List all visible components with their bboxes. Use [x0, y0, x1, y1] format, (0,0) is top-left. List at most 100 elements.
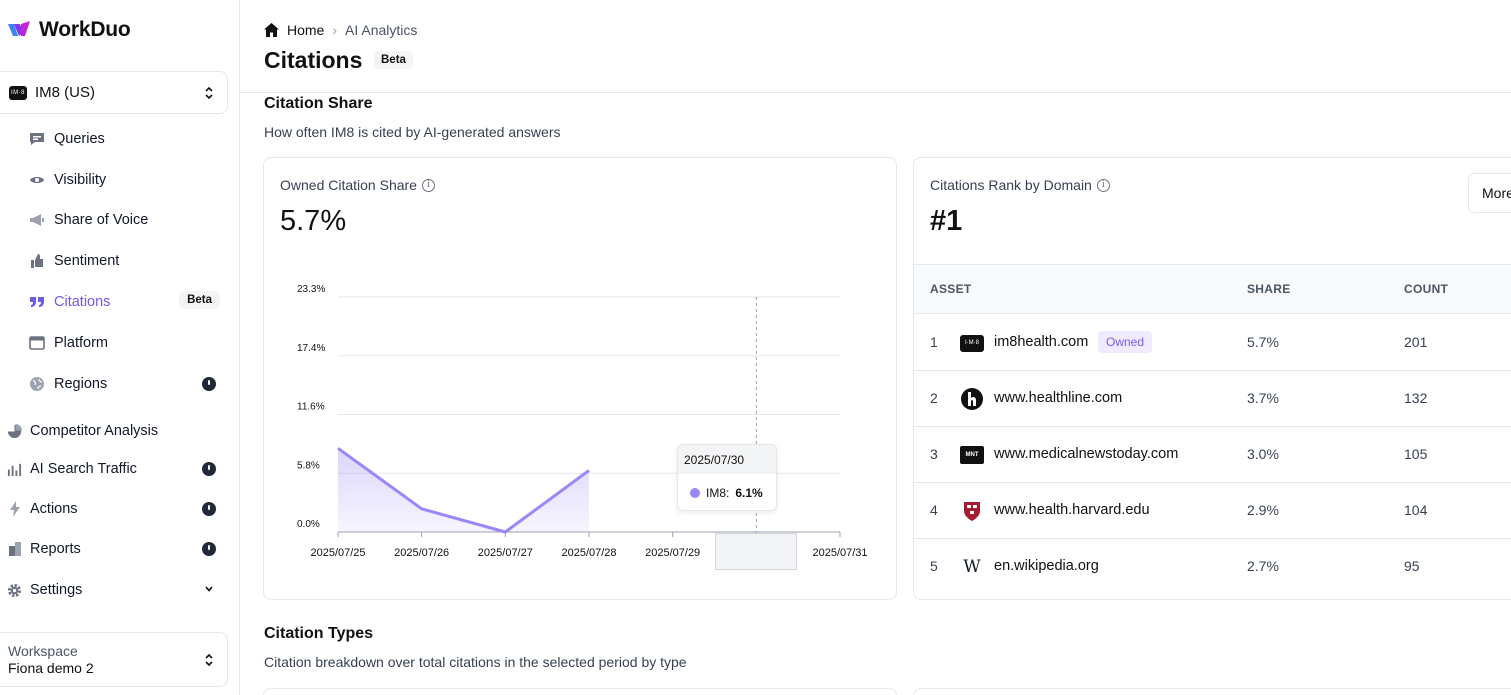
sidebar-item-label: Sentiment — [54, 253, 120, 269]
breadcrumb: Home › AI Analytics — [264, 22, 417, 38]
row-count: 104 — [1404, 502, 1428, 518]
citation-types-card-left — [263, 688, 897, 695]
sidebar-item-sentiment[interactable]: Sentiment — [28, 246, 220, 276]
clock-icon — [202, 462, 216, 476]
harvard-shield-icon — [960, 499, 984, 523]
sidebar-item-queries[interactable]: Queries — [28, 124, 220, 154]
sidebar-item-platform[interactable]: Platform — [28, 328, 220, 358]
im8-logo-icon: I·M·8 — [960, 331, 984, 355]
x-tick-label: 2025/07/31 — [812, 547, 867, 559]
y-tick-label: 23.3% — [297, 284, 325, 295]
row-count: 95 — [1404, 558, 1420, 574]
clock-icon — [202, 502, 216, 516]
workspace-selector[interactable]: Workspace Fiona demo 2 — [0, 632, 228, 687]
breadcrumb-home[interactable]: Home — [287, 22, 325, 38]
chat-bubble-icon — [28, 130, 46, 148]
sidebar-item-share-of-voice[interactable]: Share of Voice — [28, 205, 220, 235]
card-label: Citations Rank by Domain i — [930, 177, 1110, 193]
row-share: 2.7% — [1247, 558, 1279, 574]
sidebar-item-competitor-analysis[interactable]: Competitor Analysis — [6, 416, 220, 446]
row-domain[interactable]: www.healthline.com — [994, 390, 1123, 406]
owned-citation-share-card: Owned Citation Share i 5.7% 0.0% 5.8% 11.6… — [263, 157, 897, 600]
brand-name: WorkDuo — [39, 18, 131, 41]
sidebar-item-label: Settings — [30, 582, 83, 598]
chevron-down-icon — [205, 586, 213, 592]
row-rank: 1 — [930, 334, 938, 350]
tooltip-value: 6.1% — [735, 486, 763, 500]
row-rank: 2 — [930, 390, 938, 406]
table-row[interactable]: 1 I·M·8 im8health.com Owned 5.7% 201 — [914, 315, 1511, 371]
sidebar-item-label: Reports — [30, 541, 81, 557]
clock-icon — [202, 542, 216, 556]
x-tick-label: 2025/07/26 — [394, 547, 449, 559]
workspace-name: Fiona demo 2 — [8, 660, 94, 676]
sidebar-item-actions[interactable]: Actions — [6, 494, 220, 524]
y-tick-label: 5.8% — [297, 460, 320, 471]
citation-types-description: Citation breakdown over total citations … — [264, 654, 687, 670]
row-share: 3.7% — [1247, 390, 1279, 406]
table-row[interactable]: 2 www.healthline.com 3.7% 132 — [914, 371, 1511, 427]
sidebar-item-settings[interactable]: Settings — [6, 575, 220, 605]
sidebar-item-visibility[interactable]: Visibility — [28, 165, 220, 195]
citation-share-chart[interactable]: 0.0% 5.8% 11.6% 17.4% 23.3% 2025/07/25 2025/07… — [264, 158, 898, 601]
column-header-count[interactable]: COUNT — [1404, 282, 1449, 296]
row-domain[interactable]: www.health.harvard.edu — [994, 502, 1150, 518]
breadcrumb-current[interactable]: AI Analytics — [345, 22, 418, 38]
window-icon — [28, 334, 46, 352]
globe-icon — [28, 375, 46, 393]
citation-types-title: Citation Types — [264, 625, 374, 642]
column-header-asset[interactable]: ASSET — [930, 282, 972, 296]
info-icon[interactable]: i — [1096, 178, 1110, 192]
clock-icon — [202, 377, 216, 391]
sidebar: WorkDuo IM·8 IM8 (US) Queries Visibility… — [0, 0, 240, 695]
x-tick-label: 2025/07/27 — [478, 547, 533, 559]
owned-citation-share-value: 5.7% — [280, 205, 347, 237]
table-row[interactable]: 3 MNT www.medicalnewstoday.com 3.0% 105 — [914, 427, 1511, 483]
eye-icon — [28, 171, 46, 189]
lightning-icon — [6, 501, 23, 518]
sidebar-item-label: Regions — [54, 376, 108, 392]
document-icon — [6, 541, 23, 558]
workduo-logo-icon — [8, 21, 30, 36]
chevron-updown-icon — [205, 86, 213, 100]
card-label: Owned Citation Share i — [280, 177, 435, 193]
brand-logo[interactable]: WorkDuo — [8, 18, 131, 42]
sidebar-item-label: Competitor Analysis — [30, 423, 159, 439]
y-tick-label: 11.6% — [297, 402, 325, 413]
citation-types-card-right — [913, 688, 1511, 695]
sidebar-item-citations[interactable]: Citations Beta — [28, 287, 220, 317]
title-beta-badge: Beta — [374, 51, 413, 69]
account-label: IM8 (US) — [35, 84, 95, 101]
table-row[interactable]: 5 W en.wikipedia.org 2.7% 95 — [914, 539, 1511, 595]
more-button[interactable]: More — [1468, 173, 1511, 213]
home-icon[interactable] — [264, 23, 279, 37]
wikipedia-logo-icon: W — [963, 557, 981, 577]
info-icon[interactable]: i — [421, 178, 435, 192]
account-selector[interactable]: IM·8 IM8 (US) — [0, 71, 228, 114]
citations-rank-card: Citations Rank by Domain i #1 More ASSET… — [913, 157, 1511, 600]
row-domain[interactable]: www.medicalnewstoday.com — [994, 446, 1179, 462]
sidebar-item-label: Citations — [54, 294, 111, 310]
column-header-share[interactable]: SHARE — [1247, 282, 1291, 296]
tooltip-body: IM8: 6.1% — [678, 474, 776, 510]
series-line — [337, 447, 590, 534]
sidebar-item-regions[interactable]: Regions — [28, 369, 220, 399]
row-count: 132 — [1404, 390, 1428, 406]
mnt-logo-icon: MNT — [960, 443, 984, 467]
row-domain[interactable]: en.wikipedia.org — [994, 558, 1099, 574]
sidebar-item-reports[interactable]: Reports — [6, 534, 220, 564]
row-share: 2.9% — [1247, 502, 1279, 518]
im8-badge-icon: IM·8 — [9, 85, 27, 100]
sidebar-item-label: AI Search Traffic — [30, 461, 137, 477]
bar-chart-icon — [6, 461, 23, 478]
chevron-updown-icon — [205, 653, 213, 667]
page-title: Citations — [264, 47, 363, 73]
sidebar-item-ai-search-traffic[interactable]: AI Search Traffic — [6, 454, 220, 484]
row-domain[interactable]: im8health.com — [994, 334, 1089, 350]
citation-share-description: How often IM8 is cited by AI-generated a… — [264, 124, 561, 140]
row-share: 5.7% — [1247, 334, 1279, 350]
workspace-label: Workspace — [8, 643, 78, 659]
table-row[interactable]: 4 www.health.harvard.edu 2.9% 104 — [914, 483, 1511, 539]
series-dot-icon — [690, 488, 700, 498]
pie-chart-icon — [6, 423, 23, 440]
